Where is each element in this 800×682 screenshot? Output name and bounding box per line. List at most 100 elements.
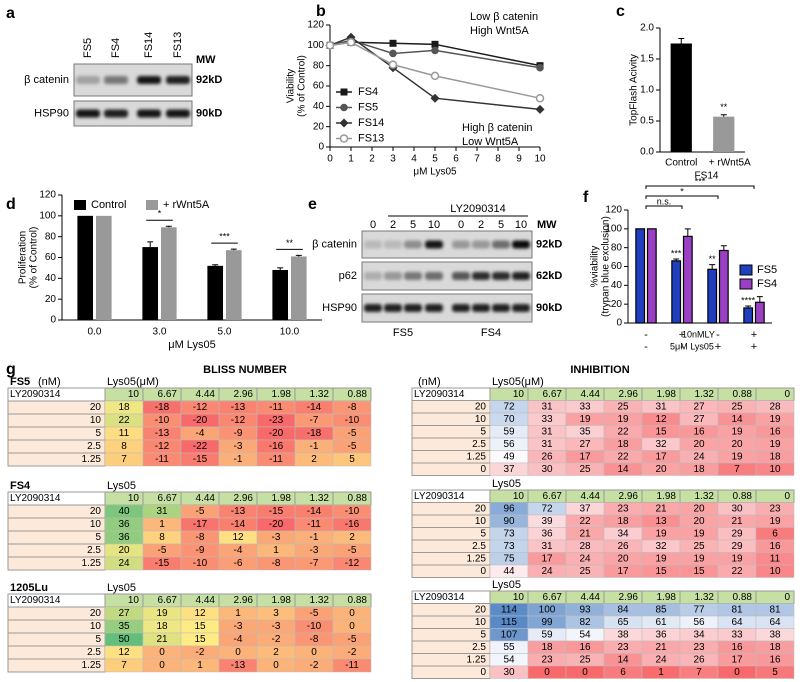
cell-value: 19 <box>655 528 667 539</box>
cell-value: -2 <box>272 634 281 645</box>
lane-label: 2 <box>390 219 396 231</box>
cell-value: 54 <box>503 654 515 665</box>
cell-value: 18 <box>693 464 705 475</box>
row-label: 5 <box>95 428 101 439</box>
cell-value: -5 <box>196 506 205 517</box>
error-bar <box>230 248 237 251</box>
column-header: 1.98 <box>272 595 292 606</box>
cell-value: 38 <box>769 629 781 640</box>
panel-label: f <box>583 189 589 206</box>
cell-value: 3 <box>273 608 279 619</box>
cell-value: 17 <box>617 566 629 577</box>
cell-value: 22 <box>617 426 629 437</box>
cell-value: -13 <box>231 660 246 671</box>
point <box>535 93 545 103</box>
column-header: 0.88 <box>733 389 753 400</box>
band <box>452 272 470 280</box>
cell-value: 44 <box>503 566 515 577</box>
cell-value: -12 <box>155 441 170 452</box>
band <box>384 304 402 312</box>
cell-value: 28 <box>769 401 781 412</box>
cell-value: -8 <box>272 558 281 569</box>
cell-value: -2 <box>310 660 319 671</box>
y-tick-label: 0.5 <box>640 116 654 127</box>
x-axis-label: μM Lys05 <box>413 167 457 178</box>
cell-value: 54 <box>579 629 591 640</box>
comparison-label: n.s. <box>657 196 672 206</box>
band <box>425 240 443 249</box>
cell-value: 0 <box>734 667 740 678</box>
cell-value: 18 <box>156 621 168 632</box>
cell-value: 6 <box>620 667 626 678</box>
x-tick-label: 3 <box>390 154 396 165</box>
condition-sign: + <box>751 341 757 353</box>
row-header-cell <box>411 628 491 642</box>
cell-value: -10 <box>345 506 360 517</box>
column-header: 2.96 <box>619 491 639 502</box>
row-label: 1.25 <box>82 558 102 569</box>
cell-value: -13 <box>155 428 170 439</box>
y-tick-label: 80 <box>313 60 325 71</box>
cell-value: 77 <box>693 604 705 615</box>
cell-value: -13 <box>231 402 246 413</box>
cell-value: 6 <box>772 528 778 539</box>
row-label: HSP90 <box>322 302 357 314</box>
column-header: 1.98 <box>657 592 677 603</box>
heat-cell <box>755 462 795 476</box>
cell-value: 7 <box>734 464 740 475</box>
cell-value: 18 <box>118 402 130 413</box>
row-header-cell <box>411 564 491 578</box>
error-bar <box>720 245 727 251</box>
cell-value: 50 <box>118 634 130 645</box>
band <box>512 272 530 280</box>
y-tick-label: 0 <box>318 142 324 153</box>
bar <box>161 227 177 320</box>
heat-cell <box>332 658 372 673</box>
cell-value: 1 <box>658 667 664 678</box>
cell-value: 12 <box>194 608 206 619</box>
cell-value: 26 <box>693 654 705 665</box>
error-bar <box>295 254 302 257</box>
cell-value: 20 <box>617 553 629 564</box>
legend-label: FS5 <box>358 101 378 113</box>
cell-value: 31 <box>541 426 553 437</box>
band <box>472 304 490 312</box>
point <box>431 46 439 55</box>
cell-value: 24 <box>579 553 591 564</box>
column-header: 6.67 <box>158 389 178 400</box>
column-header: 2.96 <box>619 592 639 603</box>
cell-value: 16 <box>693 426 705 437</box>
cell-value: 17 <box>579 451 591 462</box>
band <box>404 304 422 312</box>
cell-value: 27 <box>579 439 591 450</box>
row-label: 5 <box>95 532 101 543</box>
mw-label: 90kD <box>196 107 222 119</box>
column-header: 1.32 <box>310 493 330 504</box>
column-header: 4.44 <box>581 491 601 502</box>
column-header: 0.88 <box>733 592 753 603</box>
treatment-label: LY2090314 <box>450 203 505 215</box>
cell-value: -14 <box>307 402 322 413</box>
band <box>492 240 510 249</box>
cell-value: 21 <box>579 528 591 539</box>
column-header: 0 <box>784 389 790 400</box>
cell-value: 19 <box>769 439 781 450</box>
band <box>512 240 530 249</box>
panel-label: d <box>6 196 16 213</box>
column-title: Lys05(μM) <box>492 376 544 388</box>
column-header: 4.44 <box>196 389 216 400</box>
row-header-cell <box>411 665 491 679</box>
cell-value: -10 <box>307 621 322 632</box>
cell-value: 20 <box>655 464 667 475</box>
cell-value: 18 <box>769 642 781 653</box>
legend-swatch <box>739 264 753 276</box>
column-header: 1.32 <box>310 389 330 400</box>
y-tick-label: 0.0 <box>640 147 654 158</box>
cell-value: -6 <box>234 558 243 569</box>
cell-value: 17 <box>655 451 667 462</box>
column-header: 2.96 <box>234 389 254 400</box>
cell-value: 7 <box>121 660 127 671</box>
cell-value: -4 <box>234 545 243 556</box>
row-label: 20 <box>90 402 102 413</box>
band <box>472 240 490 249</box>
